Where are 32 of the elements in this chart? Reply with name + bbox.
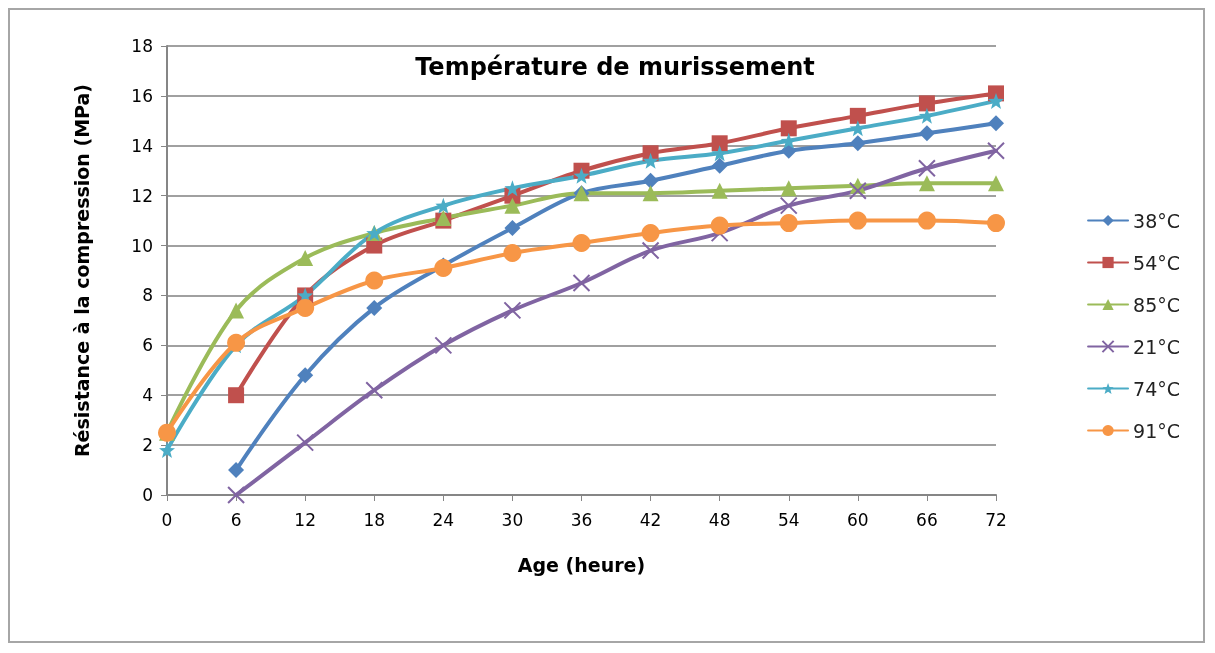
y-tick-label: 2 [142,435,153,456]
y-tick-label: 12 [131,185,153,206]
x-tick-label: 24 [432,509,455,530]
y-tick-label: 14 [131,135,153,156]
x-tick-label: 18 [363,509,386,530]
chart-title: Température de murissement [415,53,815,81]
x-tick-label: 54 [777,509,800,530]
x-axis-title: Age (heure) [517,553,646,576]
y-tick-label: 10 [131,235,153,256]
legend-label: 38°C [1133,209,1181,232]
x-tick-label: 66 [916,509,938,530]
x-tick-label: 42 [639,509,662,530]
y-axis-title: Résistance à la compression (MPa) [70,83,93,458]
legend-label: 54°C [1133,251,1181,274]
legend-label: 21°C [1133,335,1181,358]
x-tick-label: 6 [230,509,242,530]
x-tick-label: 72 [985,509,1007,530]
x-tick-label: 48 [708,509,731,530]
y-tick-label: 16 [131,85,153,106]
x-tick-label: 36 [570,509,593,530]
y-tick-label: 18 [131,36,153,56]
y-tick-label: 0 [142,485,153,505]
legend-label: 85°C [1133,293,1181,316]
legend-label: 74°C [1133,377,1181,400]
y-tick-label: 8 [142,285,153,306]
legend-label: 91°C [1133,419,1181,442]
x-tick-label: 30 [501,509,524,530]
x-tick-label: 60 [847,509,869,530]
y-tick-label: 4 [142,385,153,406]
x-tick-label: 0 [161,509,173,530]
y-tick-label: 6 [142,335,153,356]
x-tick-label: 12 [294,509,316,530]
